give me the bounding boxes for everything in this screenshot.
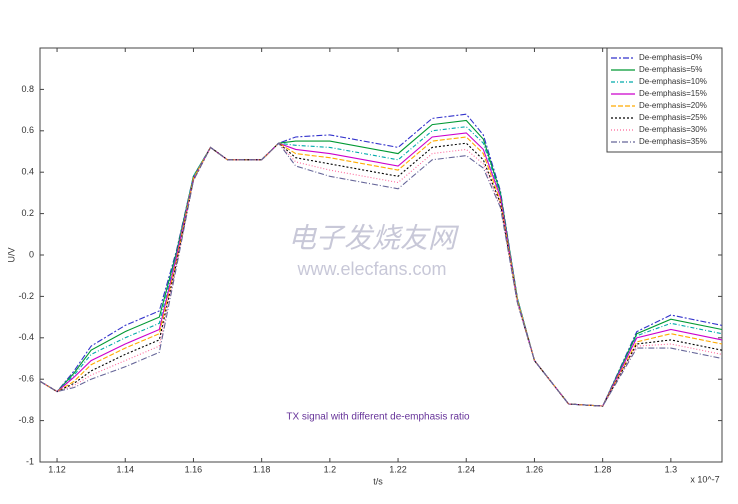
x-tick-label: 1.16 <box>185 464 203 474</box>
x-tick-label: 1.3 <box>665 464 678 474</box>
x-tick-label: 1.26 <box>526 464 544 474</box>
legend-label: De-emphasis=5% <box>639 65 702 74</box>
x-tick-label: 1.2 <box>324 464 337 474</box>
y-tick-label: -0.4 <box>18 332 34 342</box>
legend-label: De-emphasis=10% <box>639 77 707 86</box>
watermark-url: www.elecfans.com <box>296 259 446 279</box>
y-tick-label: 0.2 <box>21 208 34 218</box>
x-tick-label: 1.24 <box>457 464 475 474</box>
legend-label: De-emphasis=15% <box>639 89 707 98</box>
y-tick-label: 0.8 <box>21 84 34 94</box>
y-tick-label: 0.6 <box>21 125 34 135</box>
watermark-cn: 电子发烧友网 <box>288 222 460 253</box>
x-tick-label: 1.22 <box>389 464 407 474</box>
legend-label: De-emphasis=25% <box>639 113 707 122</box>
x-tick-label: 1.14 <box>116 464 134 474</box>
y-tick-label: 0.4 <box>21 167 34 177</box>
y-axis-label: U/V <box>6 247 16 262</box>
y-tick-label: 0 <box>29 249 34 259</box>
x-axis-label: t/s <box>373 476 383 486</box>
x-multiplier: x 10^-7 <box>690 474 719 484</box>
y-tick-label: -1 <box>26 456 34 466</box>
series-line <box>39 142 723 407</box>
y-tick-label: -0.8 <box>18 415 34 425</box>
annotation: TX signal with different de-emphasis rat… <box>286 412 470 423</box>
legend-label: De-emphasis=0% <box>639 53 702 62</box>
series-line <box>39 142 723 407</box>
y-tick-label: -0.2 <box>18 291 34 301</box>
series-line <box>39 113 723 407</box>
legend-box <box>606 47 723 153</box>
legend-label: De-emphasis=30% <box>639 125 707 134</box>
y-tick-label: -0.6 <box>18 374 34 384</box>
legend-label: De-emphasis=20% <box>639 101 707 110</box>
x-tick-label: 1.12 <box>48 464 66 474</box>
x-tick-label: 1.28 <box>594 464 612 474</box>
x-tick-label: 1.18 <box>253 464 271 474</box>
legend-label: De-emphasis=35% <box>639 137 707 146</box>
